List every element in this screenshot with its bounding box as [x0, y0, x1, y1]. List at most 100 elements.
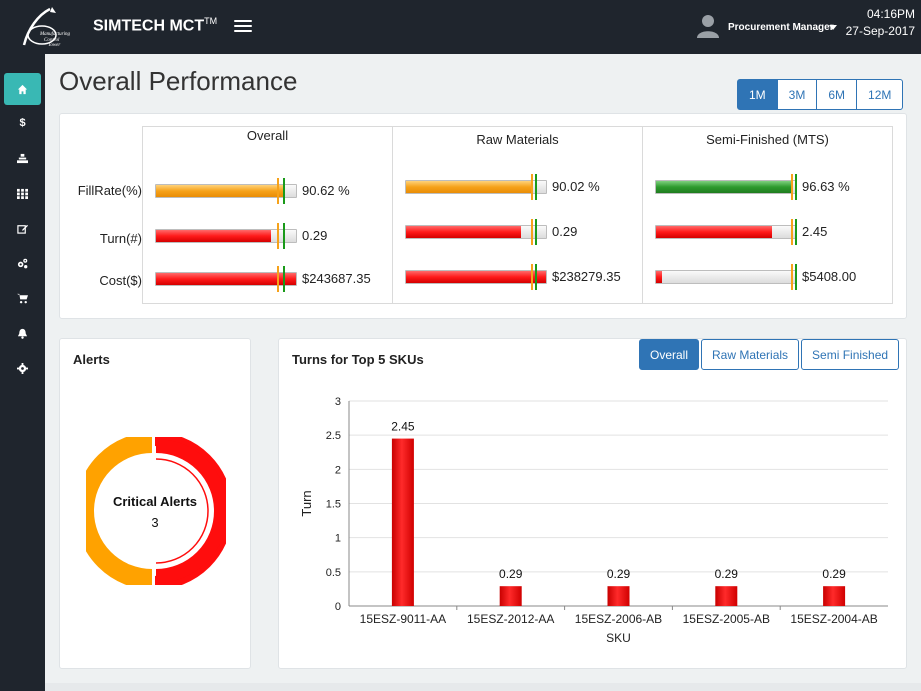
- progress-bar: [155, 184, 297, 198]
- bell-icon: [17, 328, 28, 339]
- user-menu[interactable]: Procurement Manager: [728, 22, 834, 33]
- column-header: Overall: [246, 128, 289, 143]
- sidebar-item-settings-group[interactable]: [4, 247, 41, 279]
- critical-alerts-count: 3: [151, 515, 159, 530]
- benchmark-marker: [283, 266, 285, 292]
- column-header: Raw Materials: [476, 132, 559, 147]
- progress-fill: [406, 226, 521, 238]
- sidebar-item-settings[interactable]: [4, 352, 41, 384]
- sidebar-item-factory[interactable]: [4, 142, 41, 174]
- svg-text:Control: Control: [44, 38, 60, 43]
- cart-icon: [17, 293, 28, 303]
- sidebar-item-home[interactable]: [4, 73, 41, 105]
- metric-value: 96.63 %: [802, 179, 850, 194]
- range-button-1m[interactable]: 1M: [737, 79, 778, 110]
- critical-alerts-donut[interactable]: [86, 437, 226, 585]
- progress-bar: [155, 272, 297, 286]
- range-button-6m[interactable]: 6M: [816, 79, 858, 110]
- metric-raw-materials-turn: 0.29: [405, 219, 645, 245]
- data-label: 0.29: [822, 567, 846, 581]
- data-label: 0.29: [715, 567, 739, 581]
- progress-fill: [656, 271, 662, 283]
- page-title: Overall Performance: [59, 66, 298, 96]
- metric-value: $243687.35: [302, 271, 371, 286]
- tab-raw-materials[interactable]: Raw Materials: [701, 339, 800, 370]
- x-axis-title: SKU: [606, 631, 631, 645]
- menu-toggle-icon[interactable]: [234, 17, 252, 35]
- metric-semi-finished-turn: 2.45: [655, 219, 895, 245]
- target-marker: [791, 264, 793, 290]
- column-header: Semi-Finished (MTS): [706, 132, 829, 147]
- range-button-12m[interactable]: 12M: [856, 79, 904, 110]
- critical-alerts-label: Critical Alerts: [112, 494, 198, 509]
- alerts-title: Alerts: [73, 352, 110, 367]
- data-label: 0.29: [499, 567, 523, 581]
- target-marker: [791, 219, 793, 245]
- metric-raw-materials-cost: $238279.35: [405, 264, 645, 290]
- metric-overall-turn: 0.29: [155, 223, 395, 249]
- target-marker: [791, 174, 793, 200]
- y-tick-label: 2: [335, 464, 341, 476]
- row-label-turn: Turn(#): [99, 231, 142, 246]
- chevron-down-icon[interactable]: [829, 25, 837, 30]
- factory-icon: [17, 153, 28, 163]
- progress-bar: [405, 180, 547, 194]
- edit-icon: [17, 224, 28, 234]
- sidebar-item-procurement[interactable]: [4, 282, 41, 314]
- cogs-icon: [17, 258, 28, 268]
- metric-value: $238279.35: [552, 269, 621, 284]
- chart-filter-tabs: Overall Raw Materials Semi Finished: [639, 339, 901, 370]
- progress-fill: [156, 273, 296, 285]
- bar-15esz-2006-ab: [607, 586, 630, 606]
- target-marker: [277, 178, 279, 204]
- progress-fill: [656, 181, 792, 193]
- grid-icon: [17, 188, 28, 199]
- benchmark-marker: [535, 174, 537, 200]
- metric-overall-cost: $243687.35: [155, 266, 395, 292]
- metric-overall-fillrate: 90.62 %: [155, 178, 395, 204]
- row-label-fillrate: FillRate(%): [77, 183, 142, 198]
- tab-overall[interactable]: Overall: [639, 339, 700, 370]
- target-marker: [277, 223, 279, 249]
- data-label: 0.29: [607, 567, 631, 581]
- row-label-cost: Cost($): [99, 273, 142, 288]
- x-tick-label: 15ESZ-2005-AB: [683, 612, 770, 626]
- y-tick-label: 0.5: [326, 567, 341, 579]
- x-tick-label: 15ESZ-9011-AA: [360, 612, 447, 626]
- benchmark-marker: [535, 219, 537, 245]
- sidebar-item-cost[interactable]: $: [4, 107, 41, 139]
- gear-icon: [17, 362, 28, 374]
- metric-value: 0.29: [302, 228, 328, 243]
- turns-bar-chart: 0 0.5 1 1.5 2 2.5 3 2.45 15ESZ-9011-AA 0.29 15ESZ-…: [299, 396, 888, 645]
- progress-bar: [405, 225, 547, 239]
- benchmark-marker: [795, 264, 797, 290]
- target-marker: [531, 264, 533, 290]
- y-tick-label: 2.5: [326, 430, 341, 442]
- progress-bar: [655, 225, 797, 239]
- bar-15esz-9011-aa: [391, 438, 414, 606]
- column-raw-materials: Raw Materials: [393, 127, 643, 303]
- range-button-3m[interactable]: 3M: [776, 79, 818, 110]
- simtech-logo: Manufacturing Control Tower: [22, 7, 70, 48]
- turns-chart-title: Turns for Top 5 SKUs: [292, 352, 424, 367]
- app-brand: SIMTECH MCTTM: [93, 16, 218, 35]
- sidebar-item-edit[interactable]: [4, 212, 41, 244]
- y-tick-label: 3: [335, 396, 341, 408]
- svg-text:Tower: Tower: [48, 43, 60, 48]
- clock: 04:16PM 27-Sep-2017: [846, 6, 915, 40]
- sidebar-item-grid[interactable]: [4, 177, 41, 209]
- target-marker: [531, 219, 533, 245]
- y-axis-title: Turn: [299, 490, 314, 516]
- sidebar-item-alerts[interactable]: [4, 317, 41, 349]
- bar-15esz-2005-ab: [715, 586, 738, 606]
- progress-fill: [406, 181, 533, 193]
- tab-semi-finished[interactable]: Semi Finished: [801, 339, 900, 370]
- clock-date: 27-Sep-2017: [845, 24, 915, 38]
- page-footer-strip: [45, 683, 921, 691]
- clock-time: 04:16PM: [866, 7, 915, 21]
- bar-15esz-2012-aa: [499, 586, 522, 606]
- user-avatar-icon[interactable]: [697, 14, 719, 38]
- target-marker: [277, 266, 279, 292]
- progress-fill: [406, 271, 546, 283]
- performance-table: Overall Raw Materials Semi-Finished (MTS…: [142, 126, 893, 304]
